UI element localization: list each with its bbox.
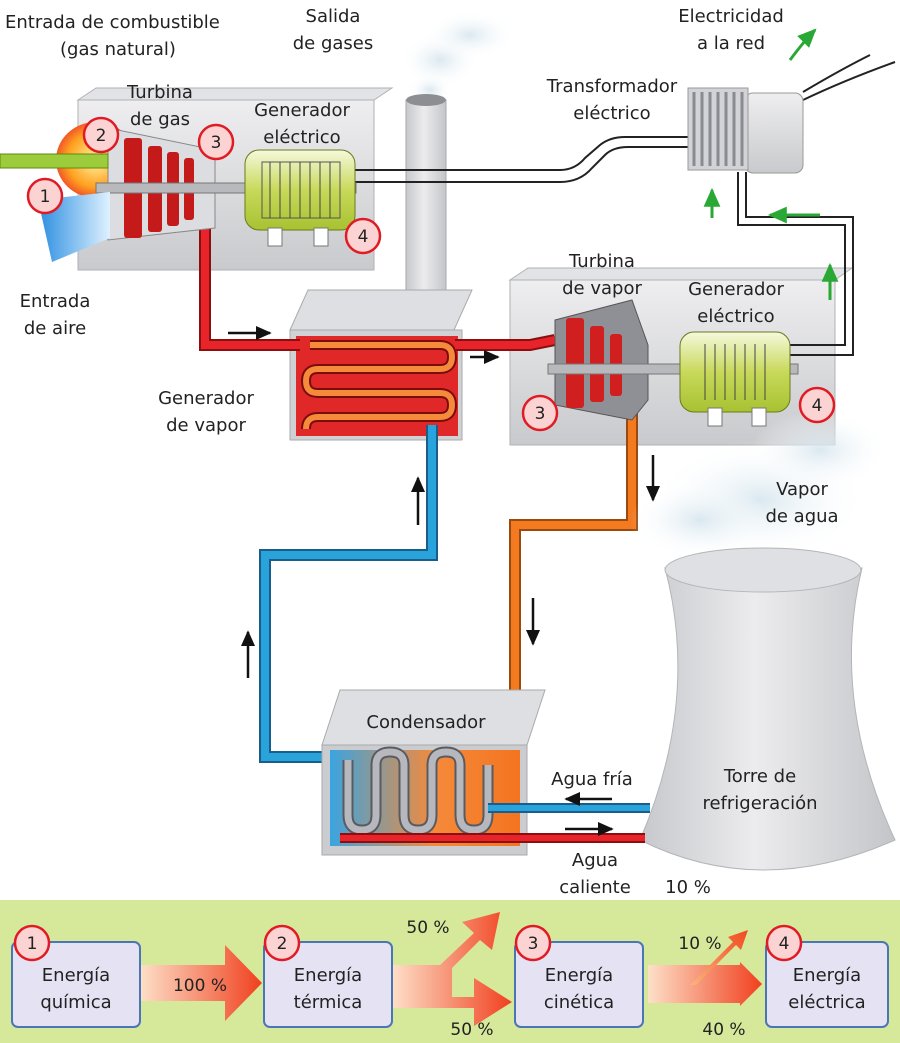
generator-top — [244, 149, 356, 247]
label-gas-turbine-2: de gas — [130, 109, 190, 130]
svg-text:4: 4 — [812, 396, 823, 416]
label-tower-2: refrigeración — [702, 793, 817, 814]
cooling-water-pipes — [340, 803, 650, 843]
svg-text:Energía: Energía — [294, 965, 362, 986]
svg-text:Energía: Energía — [793, 965, 861, 986]
svg-text:1: 1 — [27, 934, 38, 954]
svg-text:térmica: térmica — [294, 992, 363, 1013]
label-condenser: Condensador — [366, 712, 486, 733]
pct-50-up: 50 % — [406, 918, 449, 938]
svg-text:Energía: Energía — [42, 965, 110, 986]
transformer — [687, 87, 804, 174]
svg-text:3: 3 — [211, 133, 222, 153]
label-steam-generator-2: de vapor — [166, 415, 246, 436]
label-steam-turbine-1: Turbina — [568, 251, 635, 272]
marker-3-top: 3 — [197, 123, 235, 161]
pct-10: 10 % — [678, 934, 721, 954]
svg-text:4: 4 — [779, 934, 790, 954]
exhaust-smoke — [400, 11, 515, 106]
label-cold-water: Agua fría — [551, 769, 633, 790]
generator-right — [679, 331, 791, 427]
label-generator-top-1: Generador — [254, 100, 350, 121]
energy-box-3: 3 Energía cinética — [514, 924, 644, 1028]
warm-pipe — [509, 410, 638, 757]
hot-pipe — [199, 190, 557, 351]
arrow-50-split — [392, 912, 512, 1026]
diagram-labels: Entrada de combustible (gas natural) Ent… — [5, 6, 839, 898]
svg-text:2: 2 — [96, 126, 107, 146]
label-fuel-inlet-1: Entrada de combustible — [5, 12, 220, 33]
label-gas-turbine-1: Turbina — [126, 82, 193, 103]
label-hot-water-1: Agua — [572, 850, 618, 871]
svg-text:1: 1 — [40, 187, 51, 207]
flow-arrows — [228, 326, 660, 836]
label-air-inlet-1: Entrada — [20, 291, 91, 312]
label-generator-right-1: Generador — [688, 279, 784, 300]
label-grid-2: a la red — [697, 33, 765, 54]
svg-text:química: química — [40, 992, 111, 1013]
svg-text:4: 4 — [358, 227, 369, 247]
steam-generator-box — [289, 289, 473, 441]
label-air-inlet-2: de aire — [24, 318, 86, 339]
cooling-tower — [630, 410, 896, 871]
energy-box-4: 4 Energía eléctrica — [765, 924, 889, 1028]
label-gas-outlet-2: de gases — [293, 33, 374, 54]
label-grid-1: Electricidad — [678, 6, 784, 27]
label-gas-outlet-1: Salida — [306, 6, 361, 27]
svg-text:3: 3 — [535, 404, 546, 424]
electricity-arrows — [703, 28, 839, 300]
svg-text:eléctrica: eléctrica — [788, 992, 865, 1013]
label-hot-water-2: caliente — [559, 877, 631, 898]
label-steam-turbine-2: de vapor — [562, 278, 642, 299]
label-tower-1: Torre de — [723, 766, 796, 787]
label-water-vapor-2: de agua — [765, 506, 838, 527]
label-transformer-1: Transformador — [546, 76, 678, 97]
svg-text:Energía: Energía — [545, 965, 613, 986]
arrow-40 — [648, 962, 762, 1006]
power-cables — [350, 54, 896, 356]
marker-3-right: 3 — [521, 394, 559, 432]
marker-2: 2 — [82, 116, 120, 154]
marker-4-top: 4 — [344, 217, 382, 255]
pct-40: 40 % — [702, 1020, 745, 1040]
cold-pipe — [259, 425, 438, 763]
energy-chain-panel: 1 Energía química 2 Energía térmica 3 En… — [0, 900, 900, 1043]
label-steam-generator-1: Generador — [158, 388, 254, 409]
svg-text:3: 3 — [528, 934, 539, 954]
pct-100: 100 % — [173, 976, 227, 996]
pct-50-down: 50 % — [450, 1020, 493, 1040]
label-pct-tower: 10 % — [665, 877, 711, 898]
marker-1: 1 — [26, 177, 64, 215]
exhaust-stack — [405, 94, 447, 301]
energy-box-1: 1 Energía química — [11, 924, 141, 1028]
energy-box-2: 2 Energía térmica — [263, 924, 393, 1028]
label-generator-right-2: eléctrico — [697, 306, 774, 327]
label-transformer-2: eléctrico — [573, 103, 650, 124]
marker-4-right: 4 — [798, 386, 836, 424]
arrow-10 — [690, 930, 748, 985]
label-fuel-inlet-2: (gas natural) — [60, 39, 176, 60]
fuel-pipe — [0, 153, 109, 169]
label-water-vapor-1: Vapor — [776, 479, 828, 500]
arrow-100 — [140, 945, 262, 1021]
svg-text:2: 2 — [277, 934, 288, 954]
label-generator-top-2: eléctrico — [263, 127, 340, 148]
svg-text:cinética: cinética — [544, 992, 614, 1013]
gas-turbine — [56, 122, 357, 241]
